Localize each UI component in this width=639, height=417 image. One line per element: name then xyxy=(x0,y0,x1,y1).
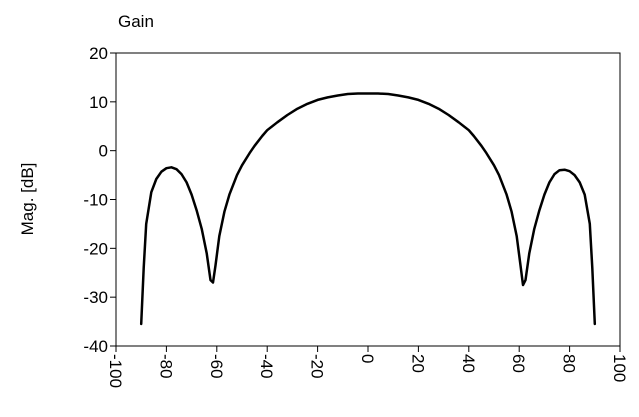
y-tick-label: 10 xyxy=(89,93,108,112)
x-tick-label: 0 xyxy=(358,354,377,363)
x-axis: -100 -80 -60 -40 -20 0 20 40 60 80 100 xyxy=(106,346,629,388)
y-tick-label: -30 xyxy=(83,288,108,307)
x-tick-label: 100 xyxy=(610,354,629,382)
y-tick-label: -20 xyxy=(83,239,108,258)
y-tick-label: 0 xyxy=(99,142,108,161)
gain-line xyxy=(139,92,597,326)
x-tick-label: 80 xyxy=(560,354,579,373)
x-tick-label: -20 xyxy=(308,354,327,379)
chart-title: Gain xyxy=(118,12,154,31)
x-tick-label: -60 xyxy=(207,354,226,379)
y-tick-label: -40 xyxy=(83,337,108,356)
y-axis: 20 10 0 -10 -20 -30 -40 xyxy=(83,44,116,356)
x-tick-label: -40 xyxy=(257,354,276,379)
x-tick-label: 60 xyxy=(509,354,528,373)
y-axis-label: Mag. [dB] xyxy=(18,163,37,236)
y-tick-label: 20 xyxy=(89,44,108,63)
x-tick-label: 20 xyxy=(408,354,427,373)
x-tick-label: -80 xyxy=(156,354,175,379)
plot-frame xyxy=(115,52,621,347)
x-tick-label: 40 xyxy=(459,354,478,373)
y-tick-label: -10 xyxy=(83,191,108,210)
series-layer xyxy=(139,92,597,326)
x-tick-label: -100 xyxy=(106,354,125,388)
